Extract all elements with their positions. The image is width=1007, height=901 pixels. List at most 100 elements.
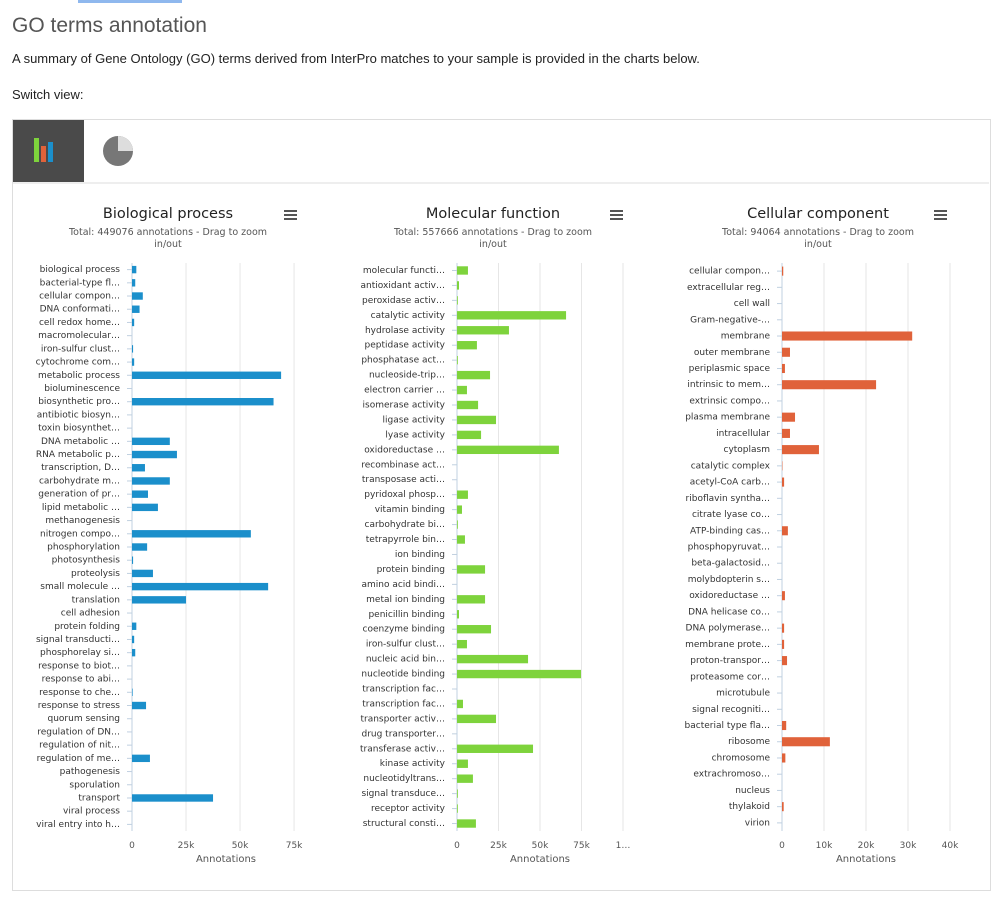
top-accent (78, 0, 182, 3)
y-tick-label: phosphatase act… (361, 356, 445, 366)
y-tick-label: cell wall (734, 299, 770, 309)
y-tick-label: transcription fac… (362, 685, 445, 695)
y-tick-label: regulation of DN… (37, 727, 120, 737)
bar (782, 331, 913, 341)
bar (457, 804, 458, 813)
y-tick-label: penicillin binding (368, 610, 445, 620)
bar (782, 363, 785, 374)
bar (782, 737, 830, 747)
bar (457, 326, 509, 335)
y-tick-label: microtubule (716, 689, 770, 699)
chart-title: Molecular function (426, 206, 560, 222)
y-tick-label: catalytic complex (691, 461, 771, 471)
menu-line (934, 214, 947, 216)
bar (132, 397, 274, 406)
y-tick-label: DNA conformati… (40, 305, 120, 315)
y-tick-label: metal ion binding (366, 595, 445, 605)
y-tick-label: transcription, D… (41, 463, 120, 473)
y-tick-label: lyase activity (385, 430, 445, 440)
y-tick-label: response to stress (38, 701, 121, 711)
bar (132, 635, 135, 644)
bar (782, 412, 796, 422)
x-tick-label: 1… (616, 841, 631, 851)
y-tick-label: outer membrane (694, 348, 771, 358)
bar (457, 400, 479, 410)
bar (457, 430, 482, 440)
bar (457, 445, 559, 455)
y-tick-label: riboflavin syntha… (686, 494, 770, 504)
bar (457, 520, 458, 529)
y-tick-label: nucleic acid bin… (366, 655, 445, 665)
y-tick-label: toxin biosynthet… (38, 424, 120, 434)
bar (132, 688, 133, 697)
y-tick-label: kinase activity (380, 759, 446, 769)
y-tick-label: structural consti… (363, 819, 445, 829)
bar (457, 296, 458, 305)
x-tick-label: 25k (490, 841, 507, 851)
bar (457, 535, 465, 544)
chart-subtitle: Total: 94064 annotations - Drag to zoom … (722, 227, 914, 250)
bar (782, 623, 785, 633)
bar (782, 591, 785, 601)
bar (132, 345, 134, 353)
bar (132, 556, 134, 564)
tab-icon-pie-slice (118, 136, 133, 151)
x-axis-label: Annotations (836, 854, 896, 865)
bar (132, 292, 143, 300)
bar (132, 569, 153, 578)
y-tick-label: iron-sulfur clust… (366, 640, 445, 650)
pie-view-tab[interactable] (103, 136, 133, 166)
section-title: GO terms annotation (12, 14, 207, 37)
x-tick-label: 40k (942, 841, 959, 851)
y-tick-label: hydrolase activity (365, 326, 446, 336)
bar (782, 380, 877, 390)
description: A summary of Gene Ontology (GO) terms de… (12, 51, 700, 66)
bar (457, 505, 462, 514)
y-tick-label: signal transduce… (361, 789, 445, 799)
bar (132, 754, 150, 763)
y-tick-label: regulation of me… (37, 754, 120, 764)
bar (457, 669, 582, 679)
y-tick-label: metabolic process (38, 371, 120, 381)
y-tick-label: extrachromoso… (693, 770, 770, 780)
y-tick-label: cell adhesion (61, 609, 120, 619)
bar (132, 437, 170, 446)
tab-icon-bar (41, 146, 46, 162)
y-tick-label: vitamin binding (375, 505, 445, 515)
y-tick-label: photosynthesis (52, 556, 121, 566)
y-tick-label: biosynthetic pro… (38, 397, 120, 407)
y-tick-label: transferase activ… (360, 744, 445, 754)
bar (132, 318, 135, 327)
y-tick-label: antioxidant activ… (361, 281, 445, 291)
y-tick-label: RNA metabolic p… (36, 450, 120, 460)
chart-menu[interactable] (284, 210, 297, 220)
chart-menu[interactable] (934, 210, 947, 220)
y-tick-label: nucleotidyltrans… (363, 774, 445, 784)
y-tick-label: ion binding (395, 550, 445, 560)
y-tick-label: drug transporter… (361, 729, 445, 739)
bar (132, 701, 147, 710)
y-tick-label: quorum sensing (48, 714, 121, 724)
y-tick-label: transcription fac… (362, 699, 445, 709)
y-tick-label: citrate lyase co… (692, 510, 770, 520)
y-tick-label: small molecule … (40, 582, 120, 592)
y-tick-label: nucleoside-trip… (369, 371, 445, 381)
bar (457, 819, 476, 828)
y-tick-label: lipid metabolic … (42, 503, 120, 513)
x-tick-label: 20k (858, 841, 875, 851)
y-tick-label: chromosome (712, 753, 771, 763)
y-tick-label: coenzyme binding (363, 625, 445, 635)
bar (132, 596, 187, 604)
bar (132, 582, 269, 591)
bar (132, 543, 148, 551)
chart-menu[interactable] (610, 210, 623, 220)
y-tick-label: ribosome (728, 737, 770, 747)
chart-title: Biological process (103, 206, 233, 222)
bar (457, 370, 491, 380)
y-tick-label: sporulation (69, 780, 120, 790)
bar (782, 445, 819, 455)
y-tick-label: antibiotic biosyn… (37, 410, 120, 420)
y-tick-label: viral entry into h… (36, 820, 120, 830)
y-tick-label: regulation of nit… (39, 741, 120, 751)
